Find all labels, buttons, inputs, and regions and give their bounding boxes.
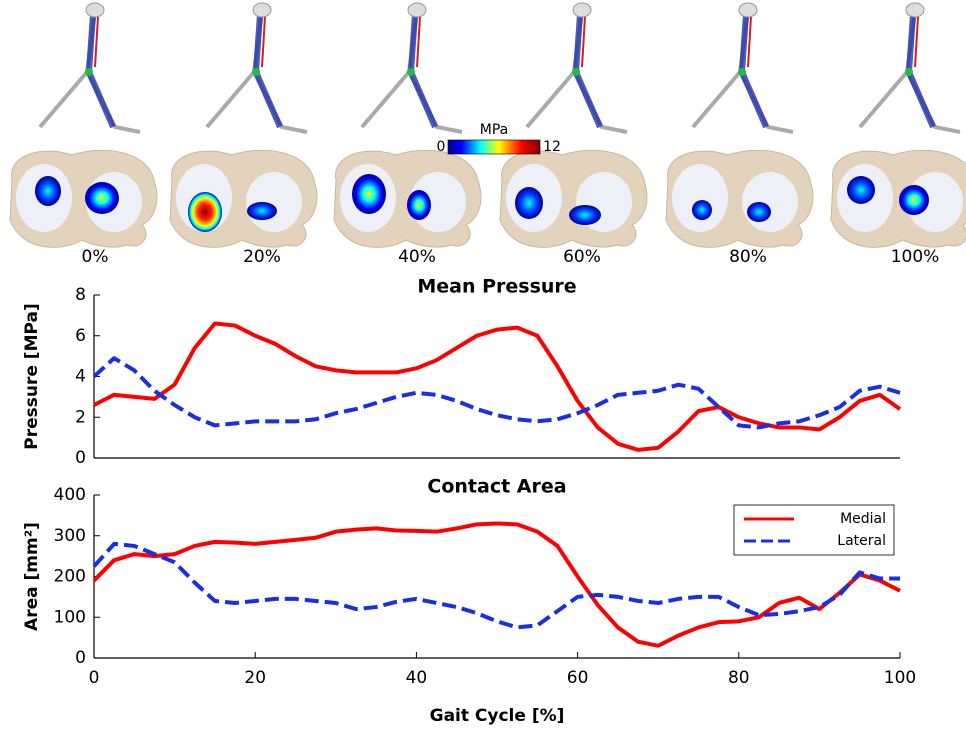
x-tick-label: 40 [406, 668, 428, 688]
x-axis-label: Gait Cycle [%] [430, 706, 565, 726]
colorbar-label: MPa [480, 122, 508, 138]
colorbar-max: 12 [543, 139, 561, 155]
x-tick-label: 100 [884, 668, 916, 688]
y-tick-label: 300 [54, 526, 86, 546]
frame-label: 40% [398, 247, 436, 267]
y-tick-label: 8 [75, 285, 86, 305]
frame-label: 0% [82, 247, 109, 267]
legend-label: Lateral [837, 533, 886, 549]
x-tick-label: 0 [89, 668, 100, 688]
frame-label: 80% [729, 247, 767, 267]
figure: MPa 0 12 0% 20% 40% 60% 80% 100% 0 2 4 6 8 Mean Pre… [0, 0, 966, 733]
y-tick-label: 2 [75, 407, 86, 427]
chart-title: Contact Area [427, 476, 566, 498]
y-tick-label: 100 [54, 607, 86, 627]
y-tick-label: 6 [75, 326, 86, 346]
x-tick-label: 20 [244, 668, 266, 688]
frame-label: 60% [563, 247, 601, 267]
legend-label: Medial [840, 511, 886, 527]
data-line [94, 544, 900, 628]
x-tick-label: 60 [567, 668, 589, 688]
y-axis-label: Area [mm²] [22, 522, 42, 631]
chart-title: Mean Pressure [417, 276, 576, 298]
y-axis-label: Pressure [MPa] [22, 303, 42, 449]
y-tick-label: 0 [75, 648, 86, 668]
colorbar-min: 0 [437, 139, 446, 155]
frame-label: 20% [243, 247, 281, 267]
x-tick-label: 80 [728, 668, 750, 688]
data-line [94, 358, 900, 427]
y-tick-label: 200 [54, 567, 86, 587]
y-tick-label: 4 [75, 367, 86, 387]
y-tick-label: 0 [75, 448, 86, 468]
y-tick-label: 400 [54, 485, 86, 505]
data-line [94, 324, 900, 450]
frame-label: 100% [891, 247, 940, 267]
